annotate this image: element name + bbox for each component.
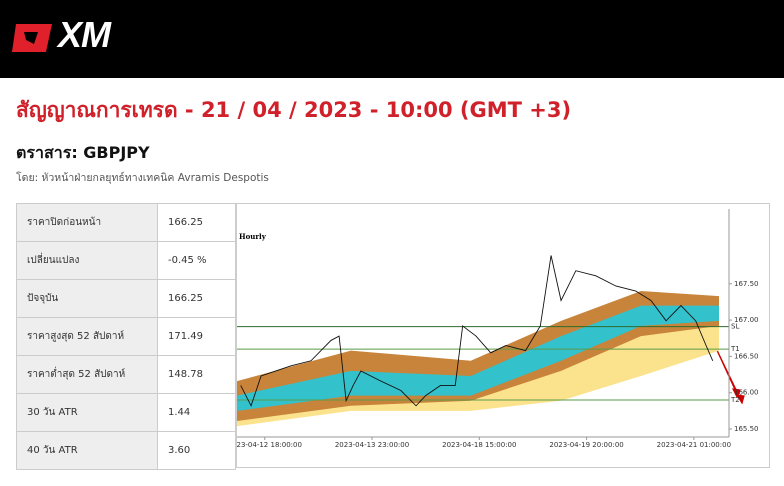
logo: XM (58, 14, 111, 55)
table-row: 30 วัน ATR 1.44 (16, 393, 236, 432)
x-tick-label: 2023-04-13 23:00:00 (335, 441, 409, 449)
arrows (714, 345, 745, 405)
x-tick-label: 2023-04-18 15:00:00 (442, 441, 516, 449)
row-label: ปัจจุบัน (16, 279, 158, 318)
table-row: ปัจจุบัน 166.25 (16, 279, 236, 318)
table-row: เปลี่ยนแปลง -0.45 % (16, 241, 236, 280)
row-value: 148.78 (157, 355, 236, 394)
x-tick-label: 2023-04-19 20:00:00 (549, 441, 623, 449)
title: สัญญาณการเทรด - 21 / 04 / 2023 - 10:00 (… (16, 98, 572, 122)
price-line (240, 255, 714, 407)
row-value: 166.25 (157, 203, 236, 242)
y-tick-label: 166.50 (734, 352, 759, 360)
table-row: ราคาต่ำสุด 52 สัปดาห์ 148.78 (16, 355, 236, 394)
row-value: 1.44 (157, 393, 236, 432)
table-row: ราคาสูงสุด 52 สัปดาห์ 171.49 (16, 317, 236, 356)
level-label: T2 (730, 396, 740, 404)
info-table: ราคาปิดก่อนหน้า 166.25 เปลี่ยนแปลง -0.45 % ป… (16, 203, 236, 470)
y-tick-label: 167.50 (734, 280, 759, 288)
row-value: 3.60 (157, 431, 236, 470)
row-label: 30 วัน ATR (16, 393, 158, 432)
logo-icon (12, 24, 52, 52)
row-label: เปลี่ยนแปลง (16, 241, 158, 280)
chart-subtitle: Hourly (239, 232, 267, 241)
x-tick-label: 2023-04-21 01:00:00 (657, 441, 731, 449)
row-label: ราคาต่ำสุด 52 สัปดาห์ (16, 355, 158, 394)
row-value: 171.49 (157, 317, 236, 356)
row-label: ราคาสูงสุด 52 สัปดาห์ (16, 317, 158, 356)
y-tick-label: 165.50 (734, 425, 759, 433)
author: โดย: หัวหน้าฝ่ายกลยุทธ์ทางเทคนิค Avramis… (16, 172, 269, 184)
row-label: 40 วัน ATR (16, 431, 158, 470)
table-row: ราคาปิดก่อนหน้า 166.25 (16, 203, 236, 242)
level-label: SL (731, 323, 739, 331)
row-value: -0.45 % (157, 241, 236, 280)
chart: Hourly SL T1 T2 167.50 167.00 166.50 166.00 165… (236, 203, 770, 468)
row-value: 166.25 (157, 279, 236, 318)
x-tick-label: 2023-04-12 18:00:00 (236, 441, 302, 449)
band (237, 305, 720, 411)
table-row: 40 วัน ATR 3.60 (16, 431, 236, 470)
y-tick-label: 167.00 (734, 316, 759, 324)
level-label: T1 (730, 345, 740, 353)
header: XM (0, 0, 784, 78)
row-label: ราคาปิดก่อนหน้า (16, 203, 158, 242)
y-tick-label: 166.00 (734, 389, 759, 397)
instrument: ตราสาร: GBPJPY (16, 143, 150, 162)
